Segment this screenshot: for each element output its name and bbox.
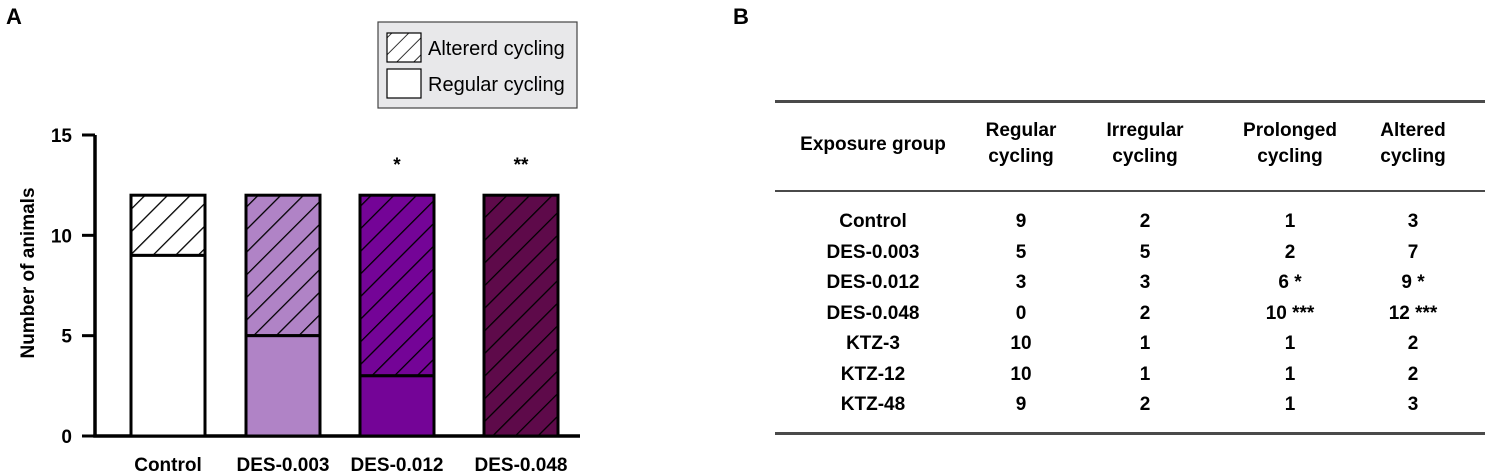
table-header-line: cycling <box>1112 146 1178 167</box>
table-cell: 2 <box>1139 211 1151 232</box>
y-tick-label: 0 <box>61 427 72 448</box>
category-labels: Control DES-0.003 DES-0.012 DES-0.048 <box>134 455 567 476</box>
legend-swatch-altered <box>386 32 422 63</box>
table-cell: 3 <box>1407 211 1419 232</box>
bar-regular-segment <box>129 253 207 438</box>
table-cell: 9 <box>1015 394 1027 415</box>
table-row-label: KTZ-3 <box>846 333 900 354</box>
table-header-cell: Regular cycling <box>961 118 1081 170</box>
bar-altered-segment <box>482 193 560 438</box>
table-header-cell: Prolonged cycling <box>1220 118 1360 170</box>
table-cell: 9 * <box>1401 272 1425 293</box>
table-cell: 1 <box>1284 394 1296 415</box>
legend-label-regular: Regular cycling <box>428 74 565 96</box>
table-row-label: DES-0.048 <box>826 302 920 324</box>
significance-markers: * ** <box>393 155 529 176</box>
panel-label-b: B <box>733 4 749 29</box>
y-tick-label: 15 <box>51 126 73 147</box>
table-cell: 10 <box>1010 363 1032 385</box>
table-header-line: cycling <box>988 146 1054 167</box>
bar-altered-segment <box>244 193 322 338</box>
table-header-line: Exposure group <box>800 134 946 155</box>
table-row-label: Control <box>839 211 907 232</box>
category-label: DES-0.048 <box>475 455 568 476</box>
significance-marker: * <box>393 155 401 176</box>
table-cell: 7 <box>1407 241 1419 263</box>
y-tick-label: 5 <box>61 327 72 348</box>
legend-swatch-regular <box>386 68 422 99</box>
legend-label-altered: Altererd cycling <box>428 38 565 60</box>
table-row-label: DES-0.003 <box>826 241 920 263</box>
panel-label-a: A <box>6 4 22 29</box>
table-cell: 3 <box>1407 394 1419 415</box>
table-cell: 1 <box>1284 363 1296 385</box>
table-cell: 12 *** <box>1388 302 1438 324</box>
table-cell: 6 * <box>1278 272 1302 293</box>
table-header-cell: Irregular cycling <box>1085 118 1205 170</box>
table-cell: 9 <box>1015 211 1027 232</box>
category-label: DES-0.003 <box>237 455 330 476</box>
stacked-bar-chart: Altererd cycling Regular cycling 051015 … <box>18 21 580 476</box>
table-header-line: cycling <box>1380 146 1446 167</box>
legend: Altererd cycling Regular cycling <box>377 21 578 109</box>
bar-regular-segment <box>244 334 322 438</box>
table-cell: 2 <box>1407 333 1419 354</box>
bar-altered-segment <box>358 193 436 378</box>
table-cell: 2 <box>1139 302 1151 324</box>
table-cell: 1 <box>1284 211 1296 232</box>
table-header-line: Altered <box>1380 120 1446 141</box>
table-header-rule <box>775 190 1485 192</box>
table-cell: 5 <box>1015 241 1027 263</box>
table-row-label: DES-0.012 <box>826 272 920 293</box>
table-cell: 5 <box>1139 241 1151 263</box>
table-row-label: KTZ-48 <box>840 394 906 415</box>
table-cell: 10 <box>1010 333 1032 354</box>
bar-altered-segment <box>129 193 207 257</box>
bar-regular-segment <box>358 374 436 438</box>
table-header-line: Regular <box>985 120 1057 141</box>
table-header-line: Prolonged <box>1243 120 1337 141</box>
table-top-rule <box>775 100 1485 103</box>
table-cell: 2 <box>1407 363 1419 385</box>
table-cell: 1 <box>1139 363 1151 385</box>
table-cell: 1 <box>1284 333 1296 354</box>
y-ticks: 0 5 10 15 <box>51 126 95 448</box>
table-row-label: KTZ-12 <box>840 363 906 385</box>
table-header-cell: Altered cycling <box>1358 118 1468 170</box>
table-cell: 2 <box>1139 394 1151 415</box>
table-header-line: Irregular <box>1106 120 1184 141</box>
category-label: DES-0.012 <box>351 455 444 476</box>
significance-marker: ** <box>514 155 529 176</box>
table-cell: 1 <box>1139 333 1151 354</box>
y-axis-label: Number of animals <box>18 187 39 358</box>
y-tick-label: 10 <box>51 226 72 247</box>
table-cell: 2 <box>1284 241 1296 263</box>
table-header-line: cycling <box>1257 146 1323 167</box>
category-label: Control <box>134 455 202 476</box>
table-bottom-rule <box>775 432 1485 435</box>
table-cell: 3 <box>1015 272 1027 293</box>
table-cell: 10 *** <box>1265 302 1315 324</box>
bars <box>129 193 560 438</box>
table-cell: 3 <box>1139 272 1151 293</box>
table-header-cell: Exposure group <box>775 132 971 158</box>
table-cell: 0 <box>1015 302 1027 324</box>
